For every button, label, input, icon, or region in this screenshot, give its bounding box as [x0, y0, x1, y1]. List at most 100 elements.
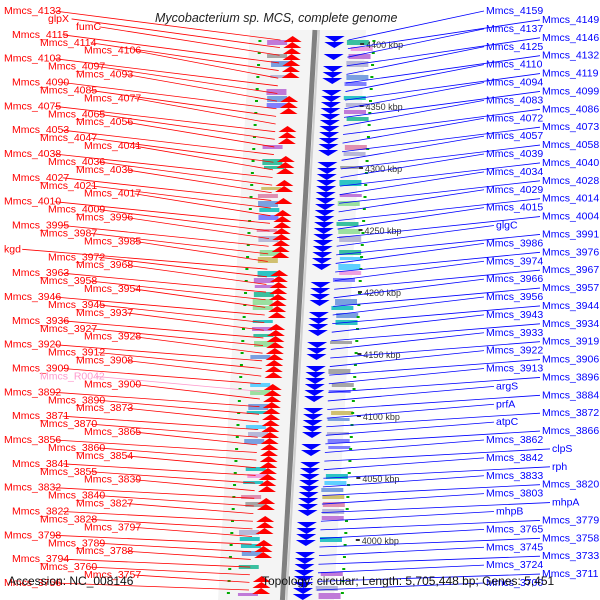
gc-block — [345, 103, 368, 107]
gene-label: Mmcs_3906 — [542, 354, 599, 366]
gene-label: Mmcs_4053 — [12, 124, 69, 136]
forward-gene-arrow — [282, 60, 301, 66]
minor-tick — [246, 244, 250, 246]
label-leader — [337, 216, 541, 239]
scale-tick — [360, 43, 365, 45]
gene-label: Mmcs_3828 — [40, 513, 97, 525]
label-leader — [54, 201, 270, 224]
minor-tick — [372, 40, 376, 42]
minor-tick — [241, 340, 245, 342]
forward-gene-arrow — [255, 522, 274, 528]
gene-label: Mmcs_4086 — [542, 103, 599, 115]
reverse-gene-arrow — [320, 114, 341, 120]
label-leader — [347, 19, 541, 49]
reverse-gene-arrow — [310, 288, 331, 294]
gene-label: Mmcs_3972 — [48, 251, 105, 263]
gene-label: Mmcs_3822 — [12, 506, 69, 518]
gene-label: Mmcs_4149 — [542, 14, 599, 26]
minor-tick — [353, 376, 357, 378]
forward-gene-arrow — [262, 414, 281, 420]
minor-tick — [233, 484, 237, 486]
label-leader — [54, 58, 278, 87]
minor-tick — [356, 316, 360, 318]
forward-gene-arrow — [264, 372, 283, 378]
forward-gene-arrow — [252, 582, 271, 588]
backbone-shadow — [285, 29, 320, 600]
gene-label: Mmcs_4039 — [486, 148, 543, 160]
reverse-gene-arrow — [305, 366, 326, 372]
gc-block — [253, 278, 274, 283]
gene-label: Mmcs_4137 — [486, 23, 543, 35]
gene-label: Mmcs_4125 — [486, 41, 543, 53]
gc-block — [267, 40, 288, 45]
gc-block — [339, 194, 362, 197]
gene-label: Mmcs_3803 — [486, 488, 543, 500]
gc-block — [325, 474, 348, 479]
label-leader — [90, 42, 279, 71]
gc-block — [321, 516, 344, 520]
gene-label: Mmcs_4047 — [40, 132, 97, 144]
gene-label: Mmcs_3841 — [12, 458, 69, 470]
gene-label: Mmcs_3840 — [48, 490, 105, 502]
gene-label: Mmcs_4004 — [542, 211, 599, 223]
reverse-gene-arrow — [302, 426, 323, 432]
gc-block — [252, 306, 273, 310]
minor-tick — [244, 292, 248, 294]
reverse-gene-arrow — [294, 564, 315, 570]
reverse-gene-arrow — [315, 192, 336, 198]
gene-label: Mmcs_4133 — [4, 5, 61, 17]
minor-tick — [340, 592, 344, 594]
reverse-gene-arrow — [301, 444, 322, 450]
gene-label: Mmcs_3842 — [486, 452, 543, 464]
gene-label: Mmcs_3860 — [48, 442, 105, 454]
label-leader — [95, 376, 261, 392]
label-leader — [134, 574, 250, 583]
gene-label: Mmcs_3794 — [12, 553, 69, 565]
label-leader — [134, 336, 263, 354]
gc-block — [338, 229, 361, 234]
label-leader — [331, 323, 541, 342]
forward-gene-arrow — [279, 102, 298, 108]
forward-gene-arrow — [256, 504, 275, 510]
reverse-gene-arrow — [322, 72, 343, 78]
label-leader — [90, 90, 277, 117]
label-leader — [134, 240, 268, 262]
gene-label: Mmcs_3913 — [486, 363, 543, 375]
gene-label: Mmcs_3896 — [542, 371, 599, 383]
reverse-gene-arrow — [322, 78, 343, 84]
gene-label: Mmcs_4132 — [542, 50, 599, 62]
minor-tick — [366, 148, 370, 150]
minor-tick — [239, 364, 243, 366]
gene-label: Mmcs_3909 — [12, 363, 69, 375]
reverse-gene-arrow — [297, 504, 318, 510]
gene-label: Mmcs_4058 — [542, 139, 599, 151]
gene-label: Mmcs_3967 — [542, 264, 599, 276]
minor-tick — [351, 400, 355, 402]
forward-gene-arrow — [261, 426, 280, 432]
label-leader — [98, 304, 265, 324]
label-leader — [90, 233, 269, 255]
label-leader — [71, 18, 281, 49]
gc-block — [326, 432, 349, 435]
minor-tick — [252, 148, 256, 150]
reverse-gene-arrow — [322, 66, 343, 72]
reverse-gene-arrow — [314, 216, 335, 222]
gc-block — [339, 180, 362, 186]
gc-block — [338, 264, 361, 270]
forward-gene-arrow — [276, 162, 295, 168]
gene-label: Mmcs_3779 — [542, 514, 599, 526]
label-leader — [134, 383, 260, 400]
gene-label: Mmcs_4057 — [486, 130, 543, 142]
gc-block — [241, 495, 262, 499]
scale-tick — [355, 539, 360, 541]
label-leader — [323, 466, 551, 479]
forward-gene-arrow — [263, 390, 282, 396]
gene-label: Mmcs_3827 — [76, 498, 133, 510]
reverse-gene-arrow — [310, 282, 331, 288]
reverse-gene-arrow — [306, 354, 327, 360]
gc-block — [339, 271, 362, 275]
forward-gene-arrow — [258, 474, 277, 480]
gc-block — [318, 593, 341, 599]
minor-tick — [357, 304, 361, 306]
